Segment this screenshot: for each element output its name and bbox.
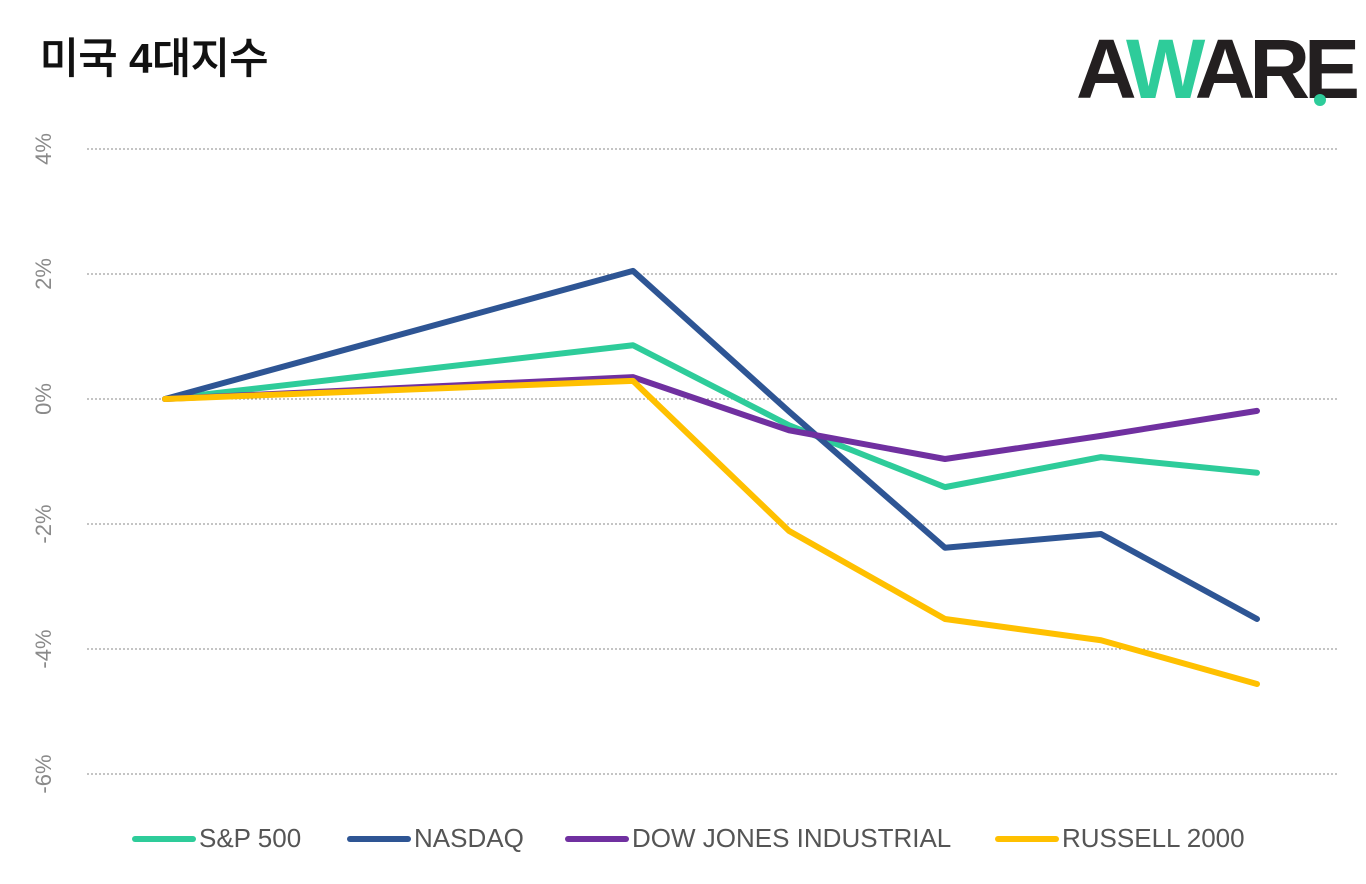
legend-item: RUSSELL 2000: [995, 823, 1245, 853]
y-tick-label: -2%: [31, 504, 56, 543]
series-line: [162, 374, 1260, 462]
legend-label: DOW JONES INDUSTRIAL: [632, 823, 951, 853]
legend-label: NASDAQ: [414, 823, 524, 853]
y-tick-label: -6%: [31, 754, 56, 793]
logo-text: AWARE: [1076, 22, 1357, 116]
logo-dot: [1314, 94, 1326, 106]
series-line: [162, 377, 1260, 687]
legend-item: NASDAQ: [347, 823, 524, 853]
legend-item: S&P 500: [132, 823, 301, 853]
legend-label: RUSSELL 2000: [1062, 823, 1245, 853]
y-tick-label: -4%: [31, 629, 56, 668]
logo: AWARE: [1076, 22, 1363, 116]
series-line: [162, 342, 1260, 491]
chart-title: 미국 4대지수: [40, 35, 268, 82]
legend-label: S&P 500: [199, 823, 301, 853]
y-tick-label: 4%: [31, 133, 56, 165]
series-line: [162, 267, 1260, 622]
y-tick-label: 2%: [31, 258, 56, 290]
y-tick-label: 0%: [31, 383, 56, 415]
logo-part: ARE: [1195, 22, 1357, 116]
legend-item: DOW JONES INDUSTRIAL: [565, 823, 951, 853]
